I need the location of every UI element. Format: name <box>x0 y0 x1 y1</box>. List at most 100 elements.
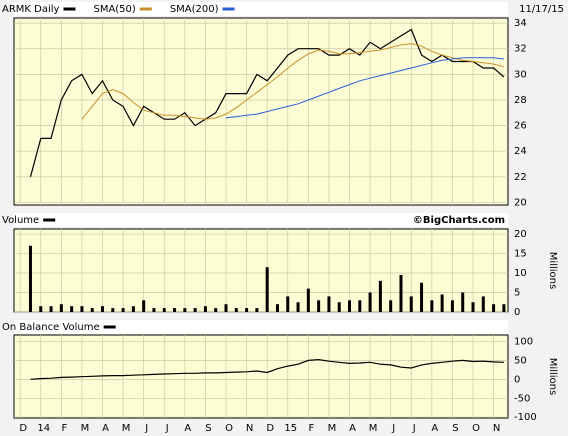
x-tick-label: A <box>184 423 191 434</box>
label-row <box>14 2 508 16</box>
volume-bar <box>101 306 105 312</box>
volume-bar <box>368 292 372 312</box>
series-line <box>81 43 505 120</box>
y-tick-label: 100 <box>514 336 533 347</box>
x-tick-label: O <box>472 423 480 434</box>
y-tick-label: 26 <box>514 121 527 132</box>
y-tick-label: 34 <box>514 18 527 29</box>
y-axis-label: Millions <box>547 252 558 289</box>
volume-bar <box>255 308 259 312</box>
y-tick-label: 0 <box>514 374 520 385</box>
y-tick-label: 20 <box>514 229 527 240</box>
volume-bar <box>306 288 310 312</box>
series-line <box>29 28 505 177</box>
volume-bar <box>28 245 32 312</box>
y-tick-label: 20 <box>514 197 527 208</box>
volume-bar <box>420 282 424 312</box>
volume-bar <box>409 296 413 312</box>
volume-bar <box>358 300 362 312</box>
x-tick-label: F <box>308 423 314 434</box>
x-tick-label: S <box>452 423 458 434</box>
volume-bar <box>492 304 496 312</box>
volume-bar <box>142 300 146 312</box>
volume-bar <box>430 300 434 312</box>
volume-bar <box>224 304 228 312</box>
x-tick-label: D <box>266 423 274 434</box>
legend-label: Volume <box>2 215 39 226</box>
x-tick-label: F <box>61 423 67 434</box>
x-tick-label: N <box>493 423 500 434</box>
legend-label: On Balance Volume <box>2 322 100 333</box>
volume-bar <box>378 280 382 312</box>
volume-bar <box>327 296 331 312</box>
y-tick-label: 50 <box>514 355 527 366</box>
y-tick-label: 24 <box>514 146 527 157</box>
series-line <box>30 358 504 380</box>
volume-bar <box>275 304 279 312</box>
series-line <box>225 57 504 119</box>
volume-bar <box>193 308 197 312</box>
volume-bar <box>348 300 352 312</box>
volume-bar <box>296 302 300 312</box>
y-tick-label: 22 <box>514 172 527 183</box>
volume-bar <box>39 306 43 312</box>
x-tick-label: S <box>205 423 211 434</box>
x-tick-label: O <box>225 423 233 434</box>
volume-bar <box>389 300 393 312</box>
x-tick-label: J <box>412 423 416 434</box>
panel <box>13 17 509 206</box>
y-tick-label: 28 <box>514 95 527 106</box>
volume-bar <box>214 308 218 312</box>
watermark: ©BigCharts.com <box>413 215 505 226</box>
volume-bar <box>111 308 115 312</box>
volume-bar <box>265 267 269 312</box>
y-tick-label: 32 <box>514 44 527 55</box>
x-tick-label: 15 <box>284 423 297 434</box>
y-tick-label: 10 <box>514 268 527 279</box>
y-tick-label: -100 <box>514 412 537 423</box>
volume-bar <box>337 302 341 312</box>
volume-bar <box>450 300 454 312</box>
volume-bar <box>440 294 444 312</box>
x-tick-label: N <box>246 423 253 434</box>
volume-bar <box>121 308 125 312</box>
label-row <box>14 320 508 334</box>
x-tick-label: J <box>391 423 395 434</box>
legend-label: SMA(200) <box>170 4 219 15</box>
volume-bar <box>481 296 485 312</box>
volume-bar <box>317 300 321 312</box>
volume-bar <box>162 308 166 312</box>
y-tick-label: 15 <box>514 249 527 260</box>
x-tick-label: D <box>19 423 27 434</box>
volume-bar <box>90 308 94 312</box>
volume-bar <box>286 296 290 312</box>
volume-bar <box>173 308 177 312</box>
x-tick-label: M <box>328 423 337 434</box>
volume-bar <box>461 292 465 312</box>
x-tick-label: J <box>144 423 148 434</box>
legend-label: SMA(50) <box>93 4 135 15</box>
x-tick-label: A <box>102 423 109 434</box>
y-tick-label: 5 <box>514 288 520 299</box>
volume-bar <box>70 306 74 312</box>
y-tick-label: 0 <box>514 307 520 318</box>
volume-bar <box>245 308 249 312</box>
legend-label: ARMK Daily <box>2 4 60 15</box>
volume-bar <box>59 304 63 312</box>
volume-bar <box>152 308 156 312</box>
volume-bar <box>183 308 187 312</box>
x-tick-label: M <box>81 423 90 434</box>
x-tick-label: A <box>349 423 356 434</box>
volume-bar <box>234 308 238 312</box>
panel <box>13 228 509 313</box>
volume-bar <box>471 302 475 312</box>
volume-bar <box>502 304 506 312</box>
y-axis-label: Millions <box>547 358 558 395</box>
y-tick-label: -50 <box>514 393 530 404</box>
date-label: 11/17/15 <box>519 4 564 15</box>
volume-bar <box>131 306 135 312</box>
x-tick-label: M <box>369 423 378 434</box>
volume-bar <box>80 306 84 312</box>
